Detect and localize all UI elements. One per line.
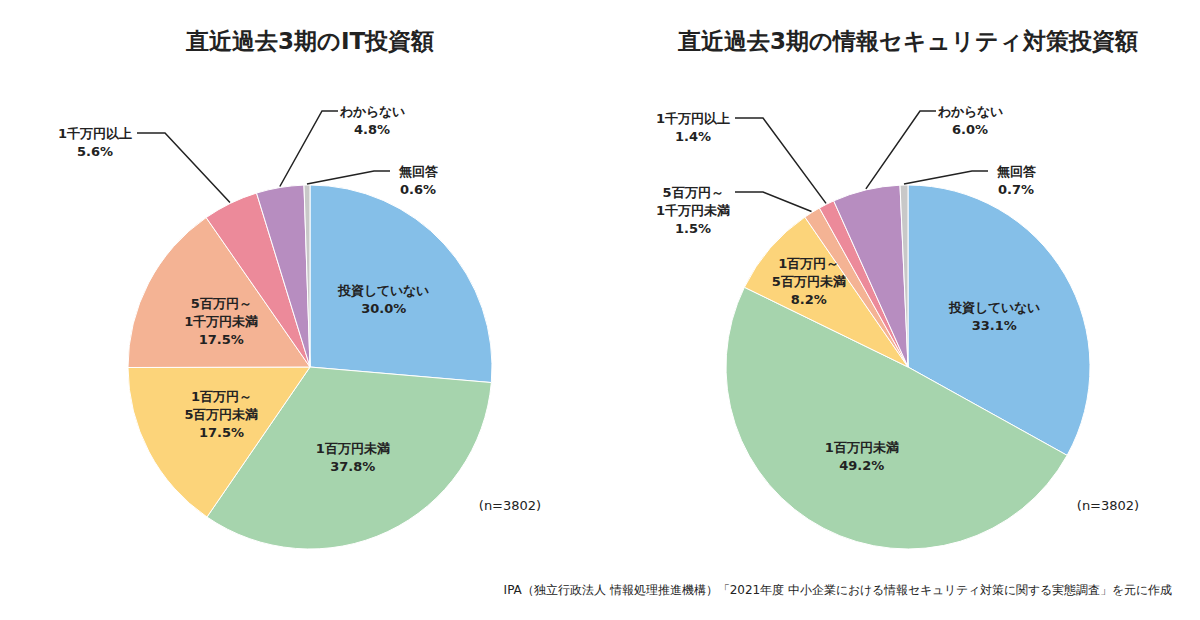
svg-text:投資していない33.1%: 投資していない33.1%	[948, 300, 1040, 333]
html-text:直近過去3期の情報セキュリティ対策投資額: 直近過去3期の情報セキュリティ対策投資額	[678, 28, 1138, 54]
svg-text:1千万円以上1.4%: 1千万円以上1.4%	[656, 111, 730, 144]
svg-text:1百万円未満37.8%: 1百万円未満37.8%	[316, 441, 390, 474]
html-text:(n=3802): (n=3802)	[1076, 498, 1140, 513]
svg-text:5百万円～1千万円未満17.5%: 5百万円～1千万円未満17.5%	[184, 295, 258, 346]
svg-text:1千万円以上5.6%: 1千万円以上5.6%	[58, 126, 132, 159]
svg-text:5百万円～1千万円未満1.5%: 5百万円～1千万円未満1.5%	[656, 185, 730, 236]
svg-text:1百万円～5百万円未満8.2%: 1百万円～5百万円未満8.2%	[772, 256, 846, 307]
svg-text:わからない4.8%: わからない4.8%	[339, 104, 405, 137]
html-text:直近過去3期のIT投資額: 直近過去3期のIT投資額	[185, 28, 435, 54]
svg-text:1百万円未満49.2%: 1百万円未満49.2%	[825, 439, 899, 472]
svg-text:1百万円～5百万円未満17.5%: 1百万円～5百万円未満17.5%	[184, 388, 258, 439]
html-text:(n=3802): (n=3802)	[478, 498, 542, 513]
svg-text:無回答0.6%: 無回答0.6%	[398, 164, 438, 197]
svg-text:投資していない30.0%: 投資していない30.0%	[337, 283, 429, 316]
html-text:IPA（独立行政法人 情報処理推進機構）「2021年度 中小: IPA（独立行政法人 情報処理推進機構）「2021年度 中小企業における情報セキ…	[503, 583, 1172, 597]
svg-text:無回答0.7%: 無回答0.7%	[996, 164, 1036, 197]
svg-text:わからない6.0%: わからない6.0%	[937, 104, 1003, 137]
